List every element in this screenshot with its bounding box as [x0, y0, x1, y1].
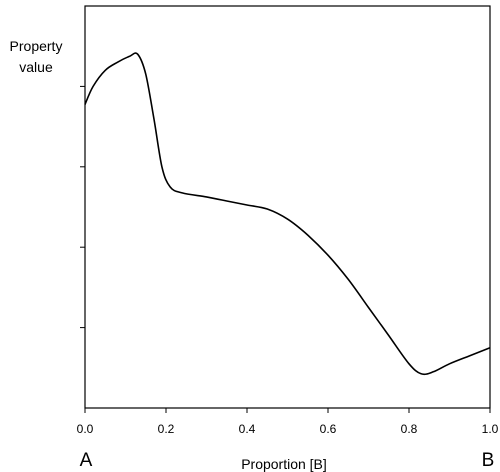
y-axis-title-line-1: Property: [10, 38, 63, 54]
y-axis-title: Property value: [10, 38, 63, 75]
x-tick-label: 0.0: [77, 422, 94, 436]
x-tick-label: 1.0: [482, 422, 499, 436]
x-axis-end-label-a: A: [80, 450, 93, 471]
x-tick-label: 0.2: [158, 422, 175, 436]
y-axis-title-line-2: value: [19, 59, 53, 75]
x-axis-title: Proportion [B]: [241, 456, 327, 472]
x-axis-end-label-b: B: [482, 450, 495, 471]
x-axis-ticks: 0.0 0.2 0.4 0.6 0.8 1.0: [77, 408, 499, 436]
x-tick-label: 0.6: [320, 422, 337, 436]
x-tick-label: 0.4: [239, 422, 256, 436]
y-axis-ticks: [80, 85, 85, 329]
series-line: [84, 52, 491, 376]
x-tick-label: 0.8: [401, 422, 418, 436]
plot-frame: [84, 5, 491, 409]
